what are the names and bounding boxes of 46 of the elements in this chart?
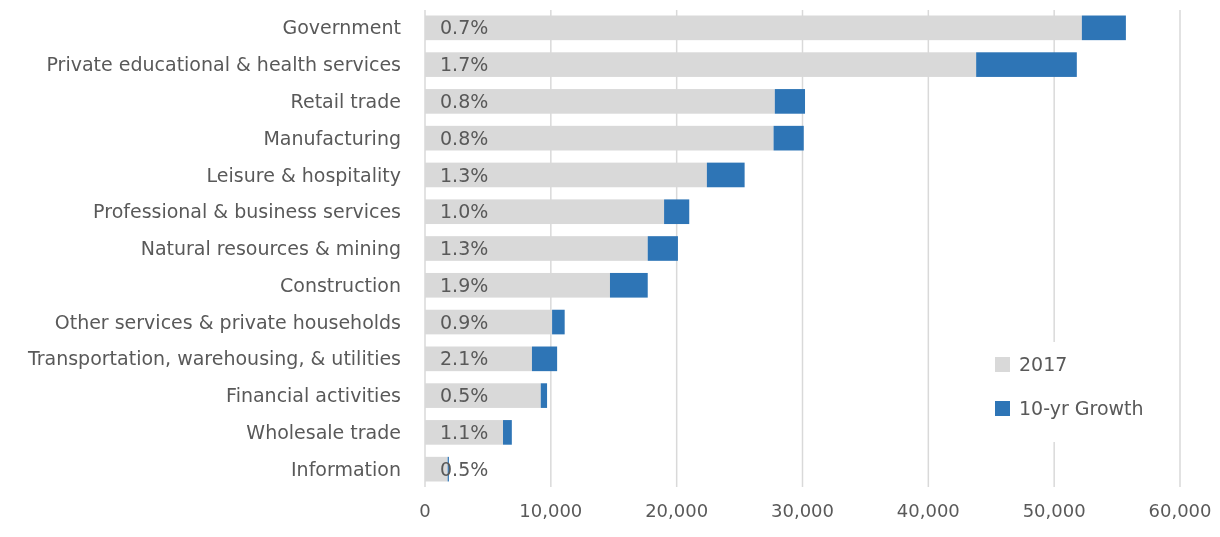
bar <box>976 52 1077 77</box>
bar <box>540 383 548 408</box>
bar <box>773 125 804 151</box>
bar <box>609 272 648 298</box>
bar <box>664 199 690 225</box>
legend-label: 10-yr Growth <box>1019 396 1144 419</box>
bar <box>552 309 565 335</box>
x-tick-label: 10,000 <box>519 500 583 521</box>
annotation: 0.7% <box>440 16 489 39</box>
y-tick-label: Professional & business services <box>93 200 401 223</box>
y-tick-label: Private educational & health services <box>46 53 401 76</box>
y-tick-label: Leisure & hospitality <box>206 163 401 186</box>
annotation: 0.9% <box>440 310 489 333</box>
x-tick-label: 50,000 <box>1022 500 1086 521</box>
annotation: 0.8% <box>440 126 489 149</box>
annotation: 1.9% <box>440 273 489 296</box>
y-tick-label: Financial activities <box>226 384 401 407</box>
y-tick-label: Retail trade <box>290 90 401 113</box>
x-tick-label: 60,000 <box>1148 500 1212 521</box>
annotation: 1.0% <box>440 200 489 223</box>
y-tick-label: Government <box>282 16 401 39</box>
annotation: 1.7% <box>440 53 489 76</box>
annotation: 1.3% <box>440 237 489 260</box>
bar <box>503 420 512 445</box>
annotation: 2.1% <box>440 347 489 370</box>
annotation: 0.8% <box>440 90 489 113</box>
y-tick-label: Construction <box>280 273 401 296</box>
x-tick-label: 0 <box>419 500 431 521</box>
y-tick-label: Transportation, warehousing, & utilities <box>26 347 401 370</box>
x-tick-label: 30,000 <box>771 500 834 521</box>
annotation: 1.3% <box>440 163 489 186</box>
legend-label: 2017 <box>1019 352 1068 375</box>
y-tick-label: Other services & private households <box>54 310 401 333</box>
bar <box>774 89 806 114</box>
y-tick-label: Wholesale trade <box>246 421 401 444</box>
bar <box>531 346 558 372</box>
y-tick-label: Information <box>291 457 401 480</box>
x-tick-label: 20,000 <box>645 500 709 521</box>
annotation: 0.5% <box>440 384 489 407</box>
bar <box>1081 15 1126 41</box>
bar <box>706 162 745 188</box>
annotation: 1.1% <box>440 421 489 444</box>
y-tick-label: Natural resources & mining <box>140 237 401 260</box>
x-tick-label: 40,000 <box>896 500 960 521</box>
y-tick-label: Manufacturing <box>263 126 401 149</box>
bar <box>647 236 678 261</box>
